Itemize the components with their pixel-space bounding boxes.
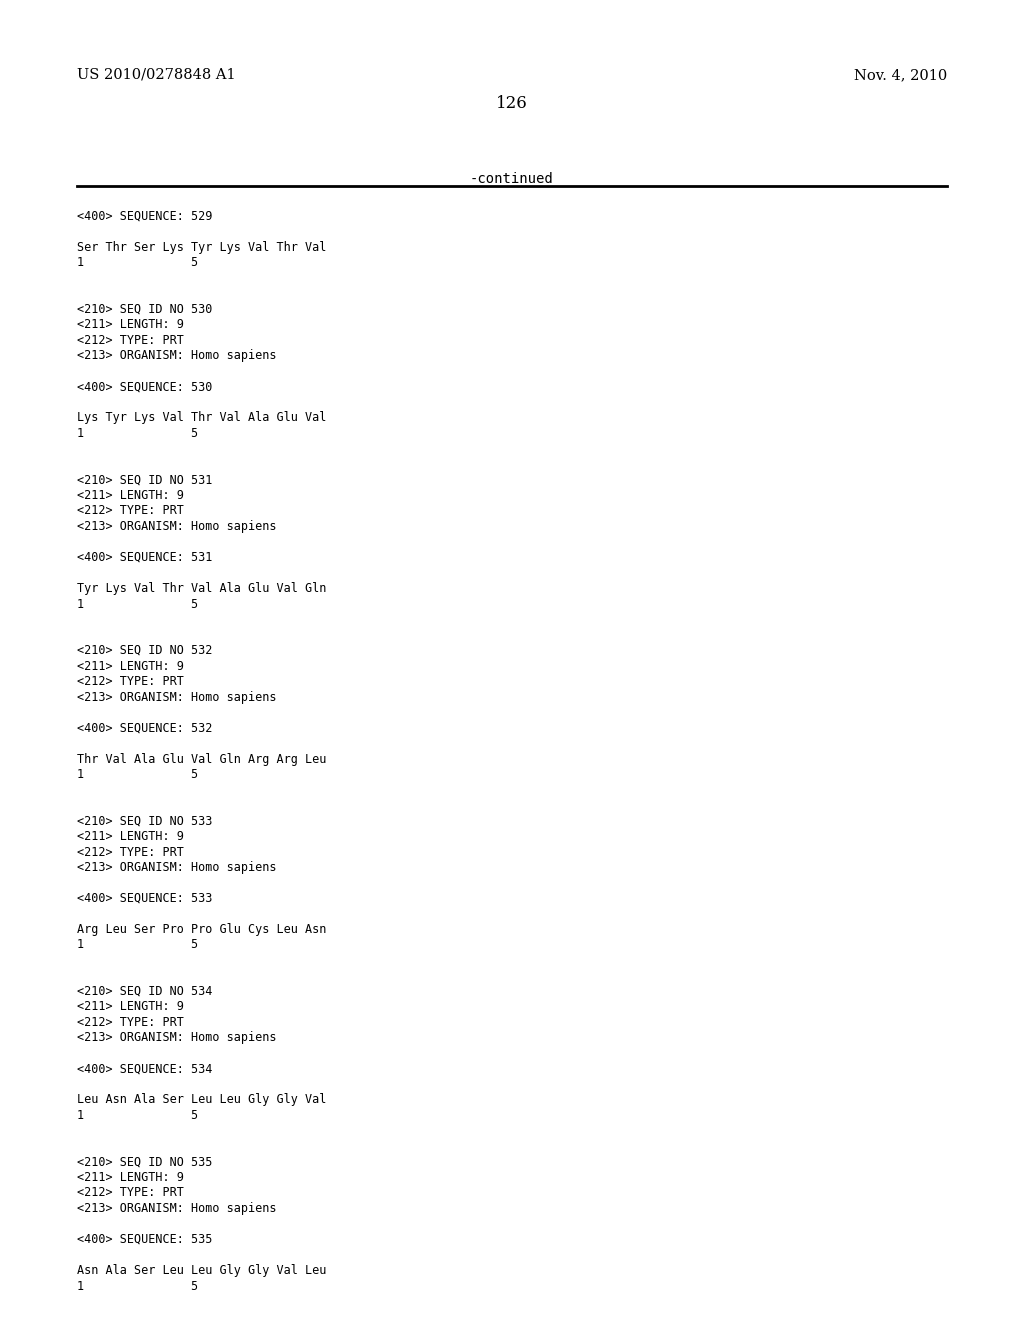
Text: <400> SEQUENCE: 534: <400> SEQUENCE: 534 bbox=[77, 1063, 212, 1076]
Text: <211> LENGTH: 9: <211> LENGTH: 9 bbox=[77, 1171, 183, 1184]
Text: <212> TYPE: PRT: <212> TYPE: PRT bbox=[77, 1187, 183, 1200]
Text: <213> ORGANISM: Homo sapiens: <213> ORGANISM: Homo sapiens bbox=[77, 350, 276, 363]
Text: Lys Tyr Lys Val Thr Val Ala Glu Val: Lys Tyr Lys Val Thr Val Ala Glu Val bbox=[77, 412, 327, 425]
Text: <400> SEQUENCE: 530: <400> SEQUENCE: 530 bbox=[77, 380, 212, 393]
Text: <210> SEQ ID NO 534: <210> SEQ ID NO 534 bbox=[77, 985, 212, 998]
Text: <211> LENGTH: 9: <211> LENGTH: 9 bbox=[77, 318, 183, 331]
Text: <400> SEQUENCE: 532: <400> SEQUENCE: 532 bbox=[77, 722, 212, 734]
Text: <210> SEQ ID NO 531: <210> SEQ ID NO 531 bbox=[77, 474, 212, 487]
Text: <211> LENGTH: 9: <211> LENGTH: 9 bbox=[77, 1001, 183, 1014]
Text: <212> TYPE: PRT: <212> TYPE: PRT bbox=[77, 334, 183, 347]
Text: 1               5: 1 5 bbox=[77, 256, 198, 269]
Text: US 2010/0278848 A1: US 2010/0278848 A1 bbox=[77, 69, 236, 82]
Text: <213> ORGANISM: Homo sapiens: <213> ORGANISM: Homo sapiens bbox=[77, 861, 276, 874]
Text: 1               5: 1 5 bbox=[77, 426, 198, 440]
Text: Nov. 4, 2010: Nov. 4, 2010 bbox=[854, 69, 947, 82]
Text: 1               5: 1 5 bbox=[77, 1109, 198, 1122]
Text: <212> TYPE: PRT: <212> TYPE: PRT bbox=[77, 675, 183, 688]
Text: <212> TYPE: PRT: <212> TYPE: PRT bbox=[77, 846, 183, 858]
Text: <212> TYPE: PRT: <212> TYPE: PRT bbox=[77, 1016, 183, 1030]
Text: <213> ORGANISM: Homo sapiens: <213> ORGANISM: Homo sapiens bbox=[77, 1203, 276, 1214]
Text: <211> LENGTH: 9: <211> LENGTH: 9 bbox=[77, 830, 183, 843]
Text: <400> SEQUENCE: 529: <400> SEQUENCE: 529 bbox=[77, 210, 212, 223]
Text: <211> LENGTH: 9: <211> LENGTH: 9 bbox=[77, 660, 183, 672]
Text: <213> ORGANISM: Homo sapiens: <213> ORGANISM: Homo sapiens bbox=[77, 520, 276, 533]
Text: <210> SEQ ID NO 535: <210> SEQ ID NO 535 bbox=[77, 1155, 212, 1168]
Text: <210> SEQ ID NO 530: <210> SEQ ID NO 530 bbox=[77, 304, 212, 315]
Text: 1               5: 1 5 bbox=[77, 598, 198, 610]
Text: <211> LENGTH: 9: <211> LENGTH: 9 bbox=[77, 488, 183, 502]
Text: <212> TYPE: PRT: <212> TYPE: PRT bbox=[77, 504, 183, 517]
Text: Thr Val Ala Glu Val Gln Arg Arg Leu: Thr Val Ala Glu Val Gln Arg Arg Leu bbox=[77, 752, 327, 766]
Text: -continued: -continued bbox=[470, 172, 554, 186]
Text: <400> SEQUENCE: 535: <400> SEQUENCE: 535 bbox=[77, 1233, 212, 1246]
Text: <400> SEQUENCE: 533: <400> SEQUENCE: 533 bbox=[77, 892, 212, 906]
Text: 1               5: 1 5 bbox=[77, 939, 198, 952]
Text: <213> ORGANISM: Homo sapiens: <213> ORGANISM: Homo sapiens bbox=[77, 1031, 276, 1044]
Text: <213> ORGANISM: Homo sapiens: <213> ORGANISM: Homo sapiens bbox=[77, 690, 276, 704]
Text: Ser Thr Ser Lys Tyr Lys Val Thr Val: Ser Thr Ser Lys Tyr Lys Val Thr Val bbox=[77, 242, 327, 253]
Text: 126: 126 bbox=[496, 95, 528, 112]
Text: <210> SEQ ID NO 533: <210> SEQ ID NO 533 bbox=[77, 814, 212, 828]
Text: 1               5: 1 5 bbox=[77, 768, 198, 781]
Text: Arg Leu Ser Pro Pro Glu Cys Leu Asn: Arg Leu Ser Pro Pro Glu Cys Leu Asn bbox=[77, 923, 327, 936]
Text: 1               5: 1 5 bbox=[77, 1279, 198, 1292]
Text: <210> SEQ ID NO 532: <210> SEQ ID NO 532 bbox=[77, 644, 212, 657]
Text: Leu Asn Ala Ser Leu Leu Gly Gly Val: Leu Asn Ala Ser Leu Leu Gly Gly Val bbox=[77, 1093, 327, 1106]
Text: Asn Ala Ser Leu Leu Gly Gly Val Leu: Asn Ala Ser Leu Leu Gly Gly Val Leu bbox=[77, 1265, 327, 1276]
Text: <400> SEQUENCE: 531: <400> SEQUENCE: 531 bbox=[77, 550, 212, 564]
Text: Tyr Lys Val Thr Val Ala Glu Val Gln: Tyr Lys Val Thr Val Ala Glu Val Gln bbox=[77, 582, 327, 595]
